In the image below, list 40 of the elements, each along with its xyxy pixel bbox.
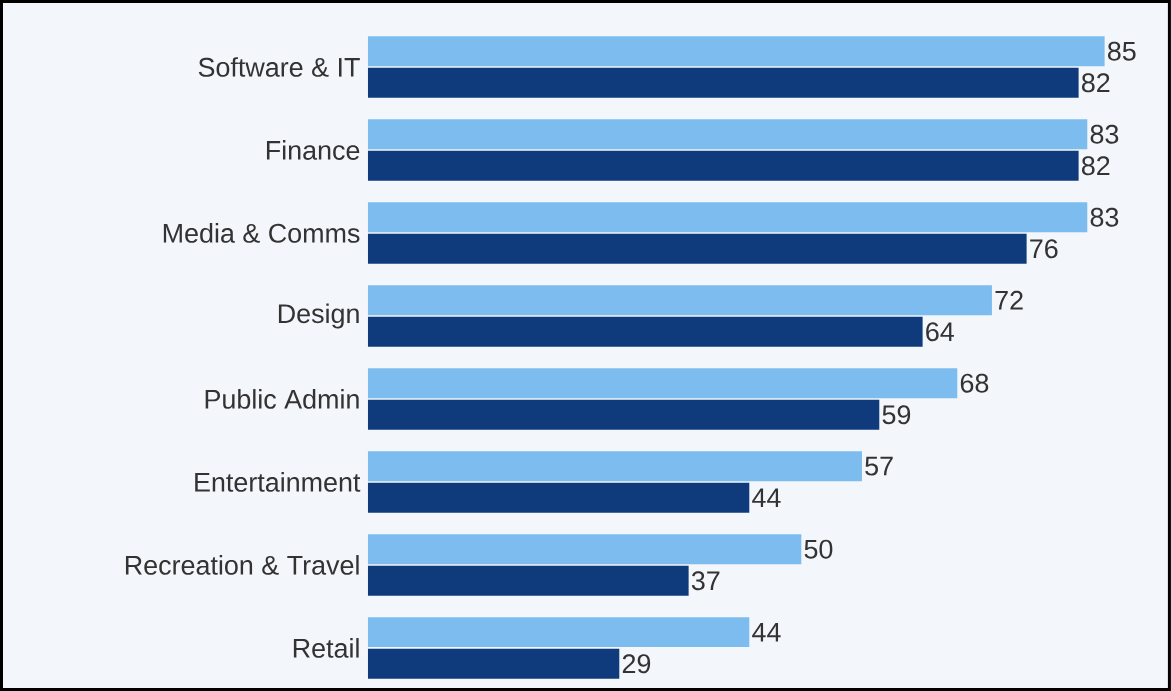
data-label: 59 [882,405,911,425]
data-label: 57 [865,456,893,476]
y-tick-label: Design [278,303,359,329]
bar [367,482,750,513]
y-tick-label: Media & Comms [163,223,360,243]
data-label: 37 [691,571,720,591]
y-tick-label: Entertainment [195,472,361,492]
data-label: 64 [926,322,954,342]
bar [367,534,802,565]
bar [367,150,1079,181]
y-tick-label: Recreation & Travel [125,555,359,575]
data-label: 50 [804,539,833,559]
data-label: 83 [1090,207,1119,227]
data-label: 68 [960,373,989,393]
bar [367,233,1027,264]
bar [367,617,750,648]
bar [367,119,1088,150]
data-label: 44 [752,622,781,642]
bar [367,285,992,316]
data-label: 29 [622,654,651,674]
y-tick-label: Retail [293,638,359,658]
y-tick-label: Software & IT [198,57,360,77]
bar [367,368,958,399]
bar [367,565,689,596]
y-tick-label: Public Admin [205,389,359,409]
data-label: 82 [1081,156,1110,176]
bar [367,67,1079,98]
data-label: 85 [1107,41,1136,61]
bar [367,648,620,679]
data-label: 76 [1030,239,1058,259]
data-label: 82 [1081,73,1110,93]
y-tick-label: Finance [266,140,360,160]
bar [367,202,1088,233]
bar [367,316,923,347]
data-label: 44 [752,488,781,508]
bar [367,36,1105,67]
data-label: 72 [995,290,1023,310]
bar [367,399,880,430]
bar [367,451,862,482]
data-label: 83 [1090,124,1119,144]
